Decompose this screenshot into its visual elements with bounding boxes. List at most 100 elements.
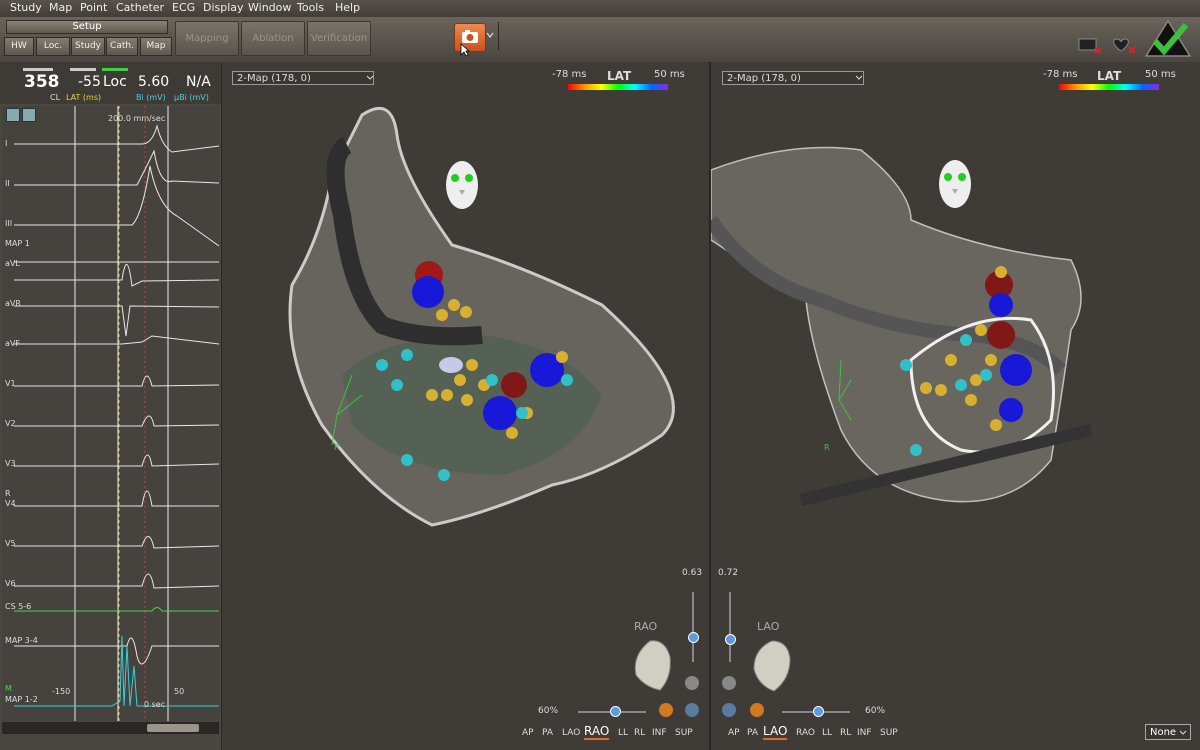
menu-display[interactable]: Display: [203, 1, 244, 14]
view-ll-button[interactable]: LL: [822, 728, 833, 738]
lead-label: aVR: [5, 299, 21, 308]
view-inf-button[interactable]: INF: [857, 728, 872, 738]
opacity-slider-right[interactable]: [729, 592, 731, 662]
view-ap-button[interactable]: AP: [728, 728, 740, 738]
lat-label: LAT (ms): [66, 93, 102, 102]
lead-label: III: [5, 219, 13, 228]
lead-label: R: [5, 489, 11, 498]
view-sup-button[interactable]: SUP: [675, 728, 693, 738]
time-zero-label: 0 sec: [144, 700, 166, 709]
chevron-down-icon: [1179, 730, 1187, 735]
bottom-right-select[interactable]: None: [1145, 724, 1191, 740]
view-pa-button[interactable]: PA: [747, 728, 759, 738]
menu-study[interactable]: Study: [10, 1, 42, 14]
heart-status-icon[interactable]: [1110, 36, 1136, 54]
lead-label: V2: [5, 419, 16, 428]
ecg-trace-area: 200.0 mm/sec I II III MAP 1 aVL aVR a: [2, 106, 219, 721]
menu-window[interactable]: Window: [248, 1, 292, 14]
rotate-toggle-left[interactable]: [685, 703, 699, 717]
map-selector-left[interactable]: 2-Map (178, 0): [232, 71, 374, 85]
view-divider[interactable]: [709, 62, 711, 750]
lat-min-label: -78 ms: [1043, 69, 1078, 80]
lead-label: V6: [5, 579, 16, 588]
scrollbar-thumb[interactable]: [147, 724, 199, 732]
lead-label: V5: [5, 539, 16, 548]
view-lao-button[interactable]: LAO: [763, 724, 788, 740]
chevron-down-icon[interactable]: [486, 31, 494, 39]
heart-orientation-icon: [753, 640, 791, 692]
lat-color-bar: [1059, 84, 1159, 90]
menu-tools[interactable]: Tools: [297, 1, 325, 14]
window-start-label: -150: [52, 687, 71, 696]
lead-label: CS 5-6: [5, 602, 32, 611]
map-selector-right[interactable]: 2-Map (178, 0): [722, 71, 864, 85]
caliper-tool-icon[interactable]: [6, 108, 20, 122]
monitor-status-icon[interactable]: [1077, 38, 1103, 54]
lead-label: V3: [5, 459, 16, 468]
zoom-tool-icon[interactable]: [22, 108, 36, 122]
reset-view-button[interactable]: [722, 676, 736, 690]
lat-max-label: 50 ms: [1145, 69, 1176, 80]
lead-label: aVL: [5, 259, 20, 268]
heart-orientation-icon: [634, 640, 671, 691]
zoom-slider-thumb-right[interactable]: [813, 706, 824, 717]
verification-button[interactable]: Verification: [307, 21, 371, 56]
setup-group-label: Setup: [6, 20, 168, 34]
axis-label-r: R: [334, 443, 340, 452]
opacity-slider-thumb-left[interactable]: [688, 632, 699, 643]
cycle-length-value: 358: [24, 72, 60, 92]
view-lao-button[interactable]: LAO: [562, 728, 581, 738]
rotate-toggle-right[interactable]: [722, 703, 736, 717]
view-ll-button[interactable]: LL: [618, 728, 629, 738]
loc-value: Loc: [103, 74, 127, 90]
view-pa-button[interactable]: PA: [542, 728, 554, 738]
ecg-scrollbar[interactable]: [2, 722, 219, 734]
bipolar-value: 5.60: [138, 74, 170, 90]
camera-snapshot-button[interactable]: [454, 23, 486, 52]
lead-label: V1: [5, 379, 16, 388]
view-rl-button[interactable]: RL: [634, 728, 646, 738]
lat-max-label: 50 ms: [654, 69, 685, 80]
menu-point[interactable]: Point: [80, 1, 108, 14]
tab-cath[interactable]: Cath.: [106, 37, 138, 56]
tab-loc[interactable]: Loc.: [36, 37, 70, 56]
menu-help[interactable]: Help: [335, 1, 361, 14]
lead-label: M: [5, 684, 12, 693]
orientation-label-right: LAO: [757, 620, 780, 633]
view-rao-button[interactable]: RAO: [796, 728, 815, 738]
opacity-slider-left[interactable]: [692, 592, 694, 662]
cycle-length-label: CL: [50, 93, 61, 102]
view-ap-button[interactable]: AP: [522, 728, 534, 738]
anatomy-3d-model-lao[interactable]: R: [711, 130, 1200, 530]
menu-ecg[interactable]: ECG: [172, 1, 196, 14]
mapping-button[interactable]: Mapping: [175, 21, 239, 56]
opacity-value-left: 0.63: [682, 568, 703, 578]
lead-label: MAP 1: [5, 239, 30, 248]
anatomy-3d-model-rao[interactable]: R: [222, 95, 708, 555]
lat-title: LAT: [1097, 69, 1122, 83]
ablation-button[interactable]: Ablation: [241, 21, 305, 56]
view-sup-button[interactable]: SUP: [880, 728, 898, 738]
vitals-bar: 358 CL -55 LAT (ms) Loc 5.60 Bi (mV) N/A…: [0, 62, 221, 104]
light-toggle-left[interactable]: [659, 703, 673, 717]
micro-bipolar-value: N/A: [186, 74, 211, 90]
view-inf-button[interactable]: INF: [652, 728, 667, 738]
view-rl-button[interactable]: RL: [840, 728, 852, 738]
reset-view-button[interactable]: [685, 676, 699, 690]
menu-bar: Study Map Point Catheter ECG Display Win…: [0, 0, 1200, 17]
mouse-cursor-icon: [460, 43, 470, 57]
orientation-label-left: RAO: [634, 620, 658, 633]
opacity-slider-thumb-right[interactable]: [725, 634, 736, 645]
lead-label: V4: [5, 499, 16, 508]
lead-label: II: [5, 179, 10, 188]
tab-study[interactable]: Study: [71, 37, 105, 56]
light-toggle-right[interactable]: [750, 703, 764, 717]
zoom-slider-thumb-left[interactable]: [610, 706, 621, 717]
view-rao-button[interactable]: RAO: [584, 724, 610, 740]
tab-hw[interactable]: HW: [4, 37, 34, 56]
menu-map[interactable]: Map: [49, 1, 73, 14]
menu-catheter[interactable]: Catheter: [116, 1, 165, 14]
tab-map[interactable]: Map: [140, 37, 172, 56]
checkmark-status-icon[interactable]: [1143, 19, 1193, 59]
sweep-speed-label: 200.0 mm/sec: [108, 114, 166, 123]
